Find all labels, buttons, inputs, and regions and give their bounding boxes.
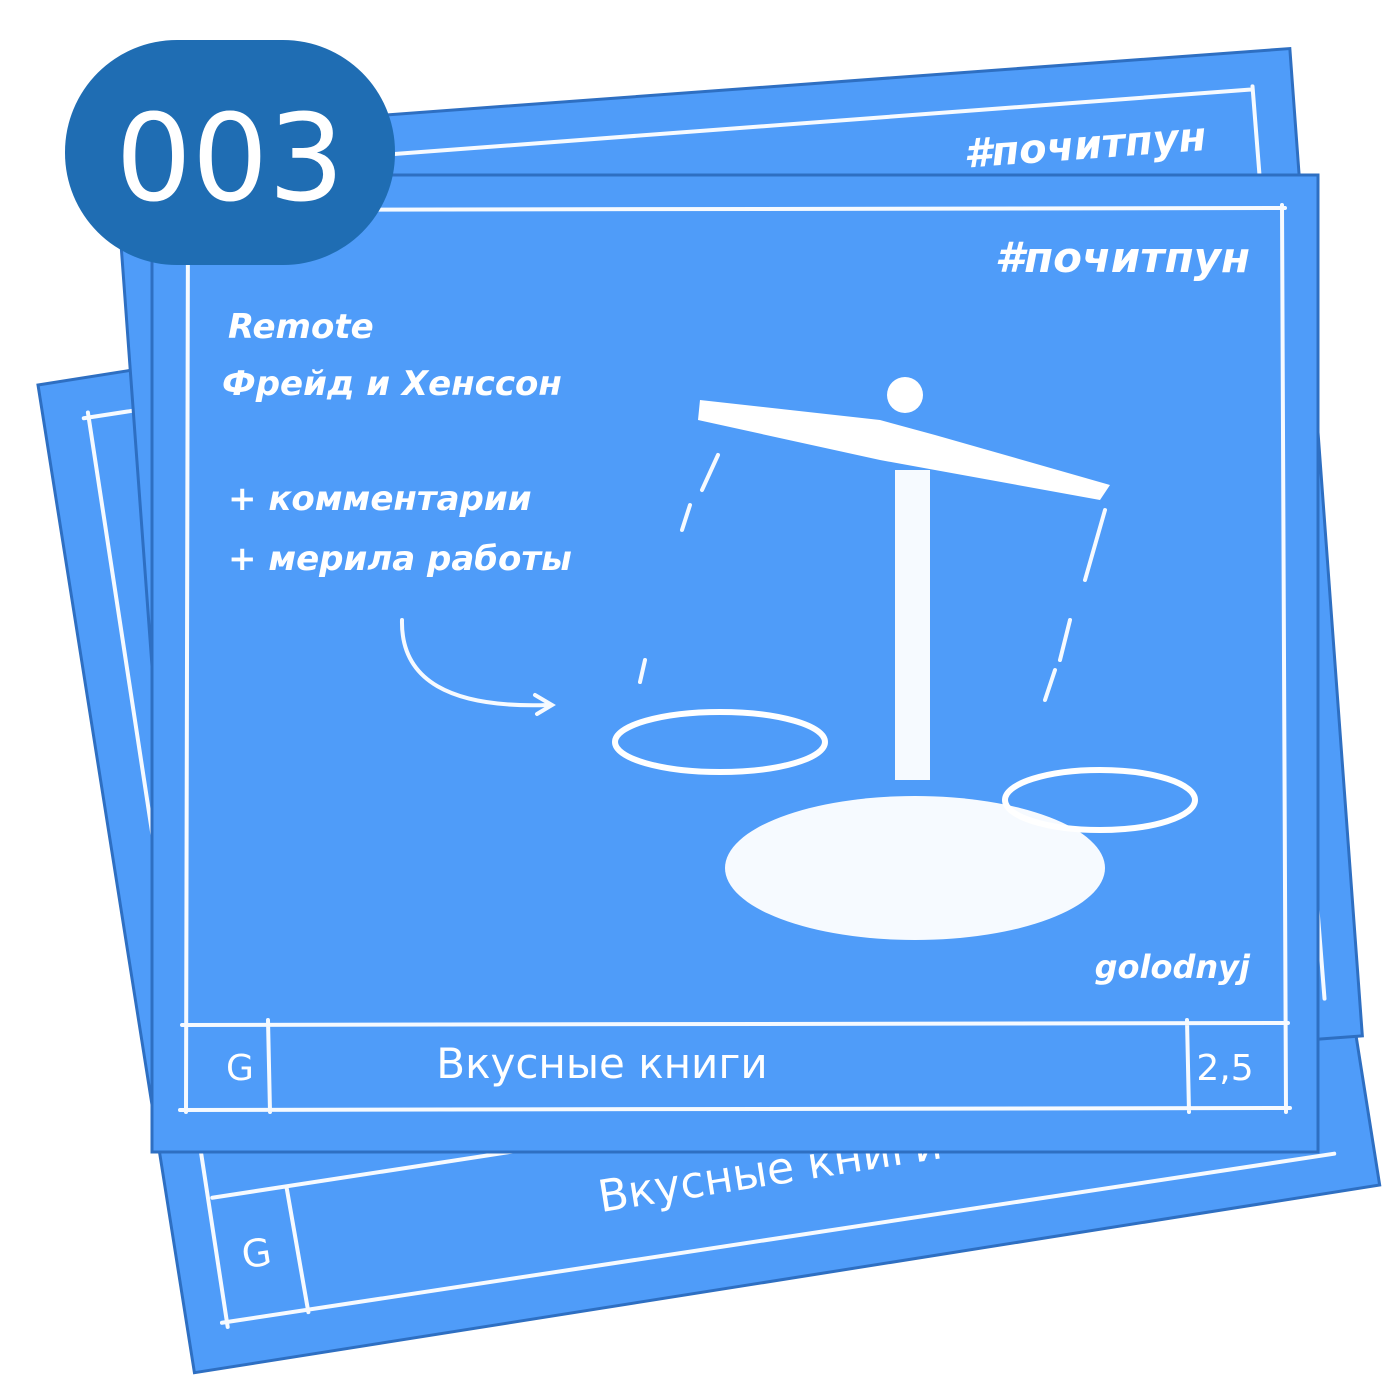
rating-letter: G (239, 1229, 275, 1277)
card-title: Вкусные книги (436, 1039, 767, 1088)
card-background (150, 173, 1320, 1154)
note: + мерила работы (228, 539, 572, 579)
book-title: Remote (228, 307, 374, 347)
hashtag: #почитпун (995, 233, 1250, 282)
scale-illustration (612, 377, 1198, 940)
rating-letter: G (226, 1048, 254, 1089)
signature: golodnyj (1095, 948, 1251, 986)
episode-number: 003 (115, 90, 344, 229)
card-frame (178, 203, 1292, 1114)
episode-badge: 003 (65, 40, 395, 265)
book-authors: Фрейд и Хенссон (222, 364, 562, 404)
arrow (399, 618, 556, 716)
badge-background (65, 40, 395, 265)
note: + комментарии (228, 479, 532, 519)
front-card: #почитпун Remote Фрейд и Хенссон + комме… (150, 173, 1320, 1154)
score: 2,5 (1196, 1048, 1253, 1089)
